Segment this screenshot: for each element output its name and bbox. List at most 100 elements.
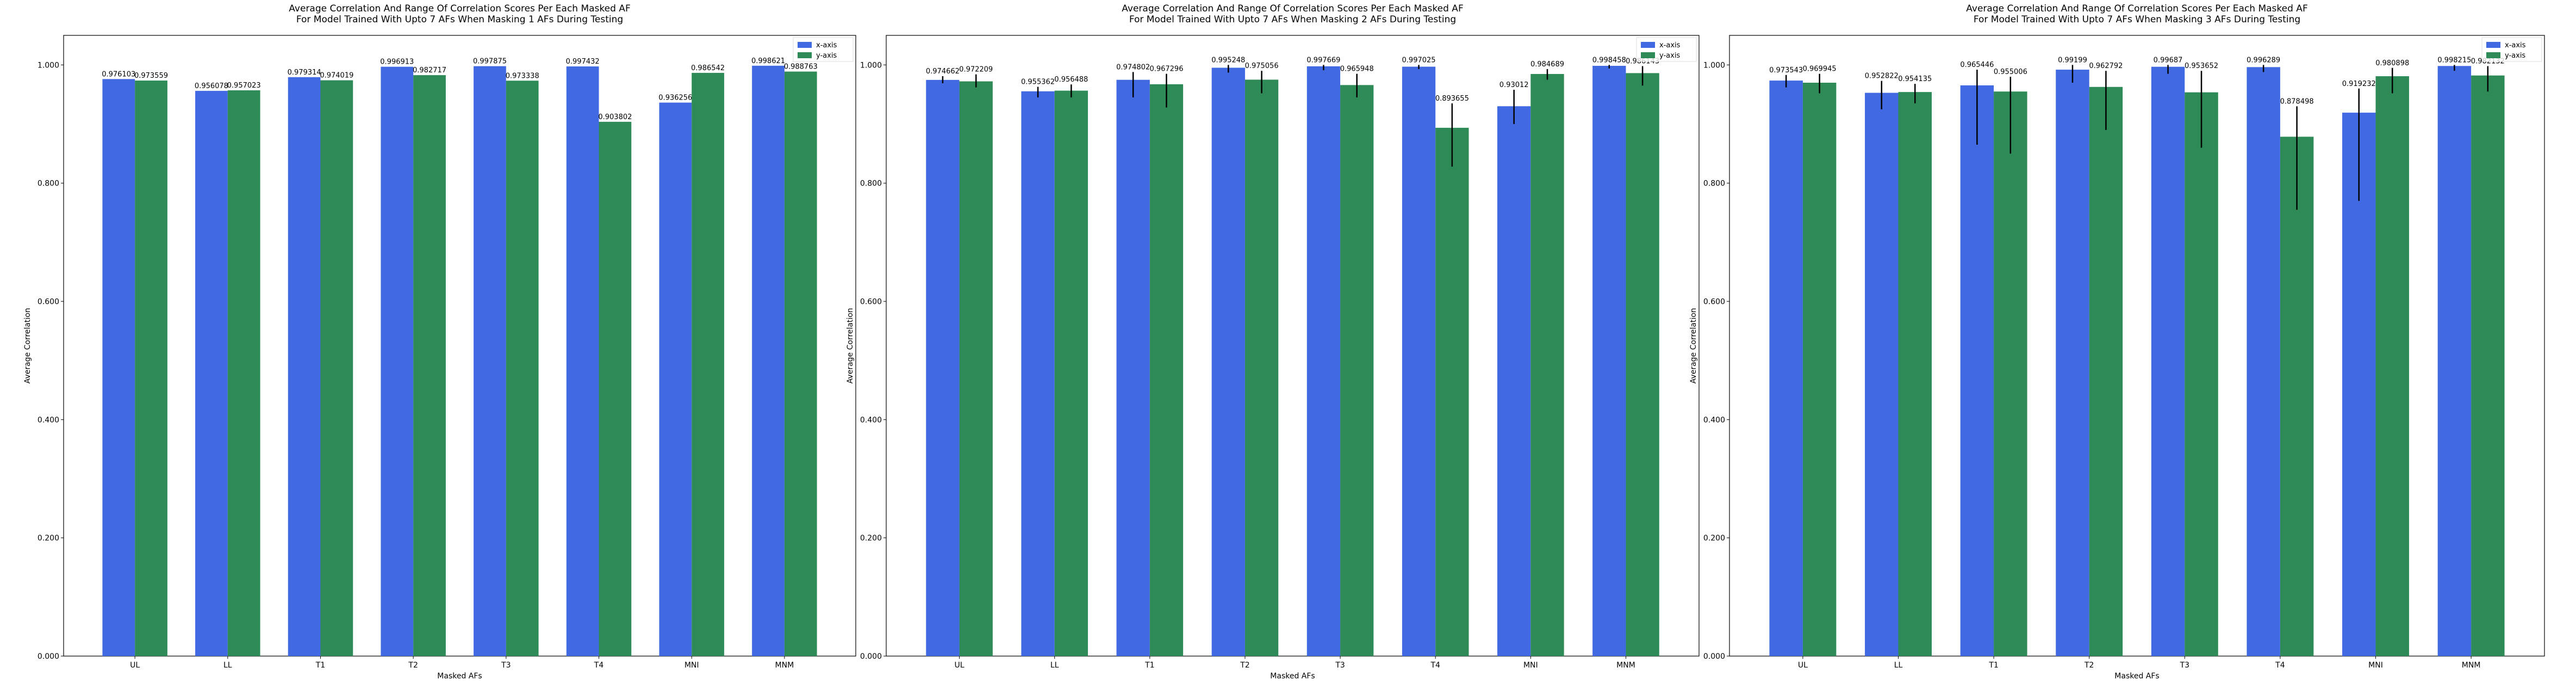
legend-swatch-y-axis <box>2486 52 2500 58</box>
y-tick-label: 1.000 <box>1703 61 1725 70</box>
y-axis-label: Average Correlation <box>1689 308 1698 384</box>
data-label: 0.995248 <box>1211 56 1245 64</box>
x-tick-label: T1 <box>315 661 325 670</box>
legend: x-axis y-axis <box>1636 37 1697 62</box>
chart-panel-1: Average Correlation And Range Of Correla… <box>23 3 856 681</box>
bar-y-axis-T2 <box>413 75 446 656</box>
x-tick-label: MNM <box>775 661 794 670</box>
legend: x-axis y-axis <box>793 37 854 62</box>
bar-y-axis-T1 <box>320 80 353 656</box>
bar-x-axis-LL <box>1865 92 1899 656</box>
y-tick-label: 0.400 <box>860 416 882 424</box>
bar-x-axis-T4 <box>2247 67 2280 656</box>
bar-y-axis-MNI <box>692 72 724 657</box>
x-tick-label: T2 <box>408 661 418 670</box>
data-label: 0.984689 <box>1530 60 1564 69</box>
bar-x-axis-MNI <box>2342 113 2376 657</box>
y-tick-label: 0.800 <box>1703 180 1725 188</box>
bar-x-axis-T3 <box>474 66 506 657</box>
x-tick-label: T2 <box>2084 661 2094 670</box>
data-label: 0.976103 <box>102 70 135 78</box>
data-label: 0.982717 <box>413 66 446 75</box>
y-axis-label: Average Correlation <box>23 308 32 384</box>
bar-y-axis-T2 <box>1245 79 1279 656</box>
data-label: 0.986542 <box>691 64 725 72</box>
bar-x-axis-T1 <box>1116 79 1150 656</box>
plot-frame <box>63 35 856 657</box>
data-label: 0.973543 <box>1769 66 1803 75</box>
data-label: 0.972209 <box>959 66 993 74</box>
bar-x-axis-T3 <box>2151 66 2185 656</box>
plot-frame <box>1729 35 2545 657</box>
x-tick-label: T3 <box>2180 661 2189 670</box>
data-label: 0.99199 <box>2058 56 2087 64</box>
data-label: 0.962792 <box>2089 62 2123 70</box>
x-tick-label: T1 <box>1988 661 1998 670</box>
data-label: 0.997669 <box>1306 56 1340 64</box>
bar-y-axis-LL <box>1898 92 1932 656</box>
bar-x-axis-T3 <box>1306 66 1341 657</box>
y-tick-label: 1.000 <box>860 61 882 70</box>
data-label: 0.936256 <box>658 94 692 102</box>
data-label: 0.973338 <box>506 72 539 80</box>
data-label: 0.997025 <box>1402 56 1436 64</box>
bar-x-axis-MNM <box>752 65 785 657</box>
bar-x-axis-MNI <box>1497 106 1531 657</box>
data-label: 0.955006 <box>1994 68 2027 76</box>
legend-swatch-x-axis <box>2486 42 2500 48</box>
x-tick-label: MNI <box>685 661 699 670</box>
bar-x-axis-T1 <box>1960 85 1994 656</box>
bar-y-axis-T4 <box>2280 137 2314 657</box>
x-tick-label: LL <box>223 661 232 670</box>
x-tick-label: T4 <box>2275 661 2285 670</box>
y-tick-label: 0.000 <box>38 652 59 661</box>
x-tick-label: T4 <box>1430 661 1440 670</box>
y-axis-label: Average Correlation <box>846 308 855 384</box>
y-tick-label: 0.000 <box>1703 652 1725 661</box>
plot-frame <box>886 35 1700 657</box>
legend-swatch-x-axis <box>1641 42 1655 48</box>
legend-label-y-axis: y-axis <box>1659 52 1680 60</box>
data-label: 0.974662 <box>926 67 960 76</box>
x-tick-label: LL <box>1050 661 1059 670</box>
data-label: 0.969945 <box>1803 65 1837 73</box>
chart-panel-3: Average Correlation And Range Of Correla… <box>1689 3 2545 681</box>
bar-x-axis-T4 <box>566 66 599 656</box>
bar-y-axis-T4 <box>599 121 632 656</box>
data-label: 0.996289 <box>2247 56 2280 64</box>
bar-x-axis-UL <box>102 79 135 657</box>
y-tick-label: 1.000 <box>38 61 59 70</box>
bar-y-axis-T3 <box>2185 92 2218 657</box>
bar-y-axis-MNM <box>1626 73 1659 657</box>
x-axis-label: Masked AFs <box>437 672 482 681</box>
bar-y-axis-T3 <box>1340 85 1374 656</box>
legend-swatch-y-axis <box>798 52 812 58</box>
data-label: 0.997432 <box>566 58 600 66</box>
data-label: 0.903802 <box>598 113 632 121</box>
bar-x-axis-T4 <box>1402 66 1436 657</box>
legend-label-x-axis: x-axis <box>816 41 837 50</box>
x-tick-label: T1 <box>1144 661 1154 670</box>
bar-y-axis-UL <box>135 81 167 656</box>
y-tick-label: 0.600 <box>1703 298 1725 306</box>
data-label: 0.99687 <box>2154 56 2183 64</box>
chart-title: Average Correlation And Range Of Correla… <box>1122 3 1463 25</box>
data-label: 0.954135 <box>1898 75 1932 83</box>
chart-title: Average Correlation And Range Of Correla… <box>289 3 630 25</box>
chart-panel-2: Average Correlation And Range Of Correla… <box>846 3 1700 681</box>
data-label: 0.974802 <box>1116 63 1150 71</box>
y-tick-label: 0.400 <box>38 416 59 424</box>
bar-x-axis-T1 <box>288 77 321 656</box>
x-tick-label: T2 <box>1240 661 1249 670</box>
bar-x-axis-LL <box>195 91 228 657</box>
legend-label-x-axis: x-axis <box>2505 41 2526 50</box>
bar-x-axis-UL <box>1769 81 1803 657</box>
bar-x-axis-MNI <box>659 102 692 656</box>
y-tick-label: 0.400 <box>1703 416 1725 424</box>
data-label: 0.979314 <box>288 69 321 77</box>
data-label: 0.956488 <box>1054 76 1088 84</box>
x-tick-label: MNM <box>1616 661 1635 670</box>
x-tick-label: UL <box>955 661 965 670</box>
data-label: 0.998621 <box>751 57 785 65</box>
x-tick-label: UL <box>1798 661 1808 670</box>
